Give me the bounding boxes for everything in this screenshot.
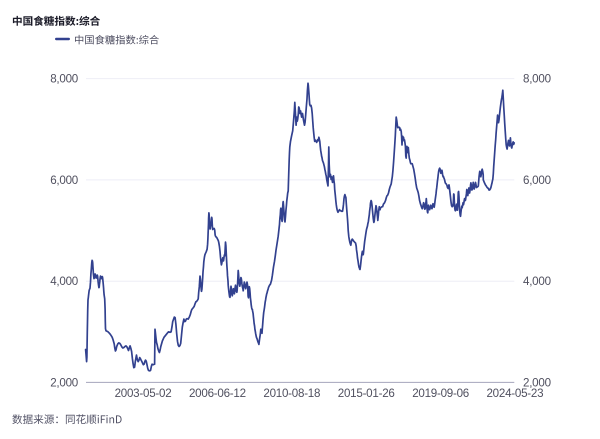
svg-text:2,000: 2,000 [50, 376, 78, 389]
svg-text:4,000: 4,000 [50, 275, 78, 288]
svg-text:6,000: 6,000 [50, 174, 78, 187]
svg-text:2010-08-18: 2010-08-18 [263, 387, 320, 400]
svg-text:2015-01-26: 2015-01-26 [338, 387, 395, 400]
svg-text:4,000: 4,000 [523, 275, 551, 288]
svg-text:2006-06-12: 2006-06-12 [189, 387, 246, 400]
svg-text:2003-05-02: 2003-05-02 [115, 387, 172, 400]
svg-text:2024-05-23: 2024-05-23 [486, 387, 543, 400]
svg-text:8,000: 8,000 [523, 73, 551, 86]
svg-text:6,000: 6,000 [523, 174, 551, 187]
svg-text:8,000: 8,000 [50, 73, 78, 86]
svg-text:2019-09-06: 2019-09-06 [412, 387, 469, 400]
svg-text:2,000: 2,000 [523, 376, 551, 389]
